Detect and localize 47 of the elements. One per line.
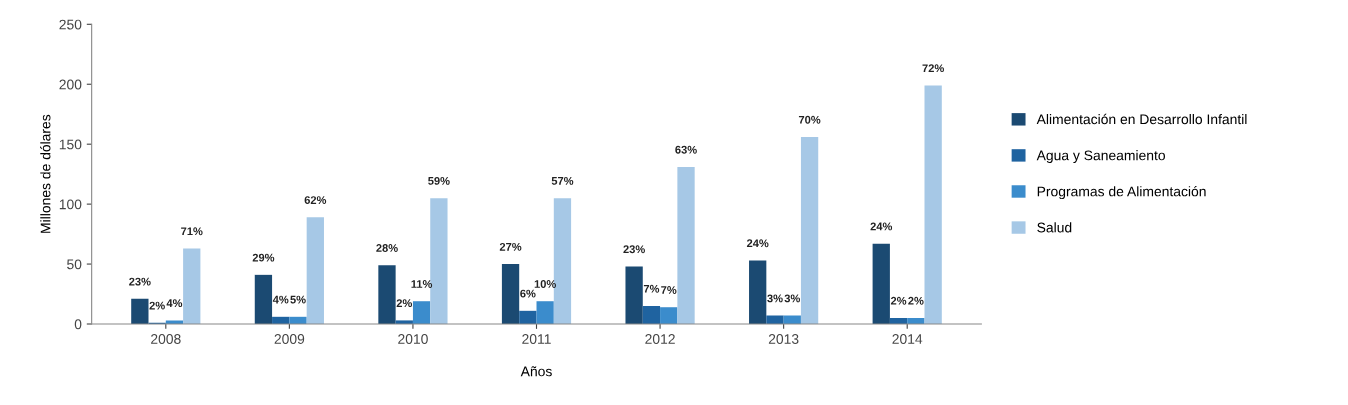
annotation: 7% (661, 286, 677, 294)
y-tick-label: 200 (59, 79, 82, 90)
y-tick-label: 150 (59, 139, 82, 150)
annotation: 57% (551, 176, 574, 185)
annotation: 59% (428, 176, 450, 185)
annotation: 2% (908, 296, 924, 305)
annotation: 6% (520, 289, 536, 298)
annotation: 5% (290, 295, 306, 304)
annotation: 24% (746, 239, 769, 248)
annotation: 2% (149, 301, 165, 310)
y-tick-label: 250 (59, 19, 82, 30)
legend-label: Programas de Alimentación (1037, 186, 1206, 200)
annotation: 62% (304, 196, 327, 204)
x-tick-label: 2012 (645, 334, 675, 344)
annotation: 27% (499, 242, 522, 251)
y-tick-label: 0 (74, 319, 82, 330)
annotation: 10% (534, 280, 556, 288)
annotation: 72% (922, 64, 944, 73)
y-tick-label: 100 (59, 199, 82, 210)
x-tick-label: 2008 (151, 334, 181, 344)
legend-label: Alimentación en Desarrollo Infantil (1036, 113, 1247, 125)
annotation: 70% (798, 115, 821, 124)
x-axis-title: Años (520, 366, 552, 377)
x-tick-label: 2011 (522, 334, 551, 344)
y-axis-title: Millones de dólares (40, 114, 51, 233)
x-tick-label: 2014 (892, 334, 923, 344)
annotation: 7% (643, 284, 660, 293)
annotation: 63% (675, 145, 697, 154)
legend-label: Salud (1037, 222, 1072, 233)
x-tick-label: 2013 (768, 334, 799, 344)
annotation: 2% (890, 296, 907, 305)
annotation: 3% (784, 294, 801, 303)
annotation: 29% (252, 253, 275, 262)
y-tick-label: 50 (67, 259, 82, 270)
annotation: 11% (411, 280, 433, 288)
annotation: 24% (870, 222, 893, 231)
x-tick-label: 2009 (274, 334, 305, 344)
annotation: 3% (767, 294, 783, 303)
annotation: 28% (376, 244, 398, 252)
annotation: 71% (181, 227, 203, 236)
annotation: 2% (396, 299, 413, 308)
annotation: 4% (166, 299, 183, 308)
annotation: 4% (272, 295, 289, 304)
legend-label: Agua y Saneamiento (1036, 150, 1165, 164)
annotation: 23% (623, 245, 645, 254)
x-tick-label: 2010 (398, 334, 428, 344)
annotation: 23% (129, 277, 151, 286)
